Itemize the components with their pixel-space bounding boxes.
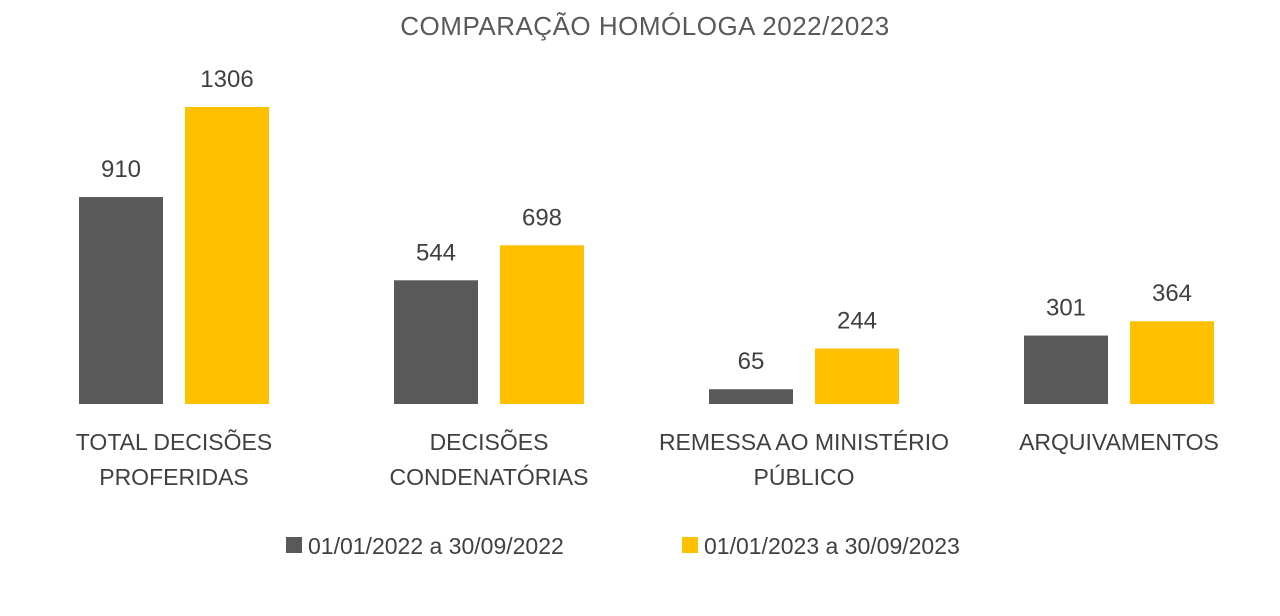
category-label-1-line-2: PROFERIDAS [99,464,249,490]
legend: 01/01/2022 a 30/09/2022 01/01/2023 a 30/0… [286,533,960,559]
category-label-3-line-2: PÚBLICO [754,464,855,490]
category-labels-group: TOTAL DECISÕES PROFERIDAS DECISÕES CONDENAT… [76,428,1219,490]
legend-swatch-1 [286,537,302,553]
data-label-1-3: 65 [738,348,765,375]
data-label-1-4: 301 [1046,295,1086,322]
bar-2-2 [500,245,584,404]
legend-label-2: 01/01/2023 a 30/09/2023 [704,533,960,559]
bar-1-1 [79,197,163,404]
bar-2-3 [815,348,899,404]
bar-1-3 [709,389,793,404]
data-label-2-3: 244 [837,308,877,335]
data-label-1-2: 544 [416,239,456,266]
category-label-2-line-2: CONDENATÓRIAS [390,464,589,490]
bar-1-2 [394,280,478,404]
legend-label-1: 01/01/2022 a 30/09/2022 [308,533,564,559]
bars-group [79,107,1214,404]
category-label-1-line-1: TOTAL DECISÕES [76,428,272,455]
bar-1-4 [1024,335,1108,404]
data-label-2-4: 364 [1152,280,1192,307]
data-labels-group: 910 1306 544 698 65 244 301 364 [101,66,1192,375]
category-label-3-line-1: REMESSA AO MINISTÉRIO [659,429,949,455]
legend-swatch-2 [682,537,698,553]
category-label-2-line-1: DECISÕES [430,428,549,455]
data-label-1-1: 910 [101,156,141,183]
chart-title: COMPARAÇÃO HOMÓLOGA 2022/2023 [400,11,889,41]
data-label-2-2: 698 [522,204,562,231]
bar-2-4 [1130,321,1214,404]
bar-2-1 [185,107,269,404]
data-label-2-1: 1306 [200,66,253,93]
category-label-4: ARQUIVAMENTOS [1019,429,1219,455]
